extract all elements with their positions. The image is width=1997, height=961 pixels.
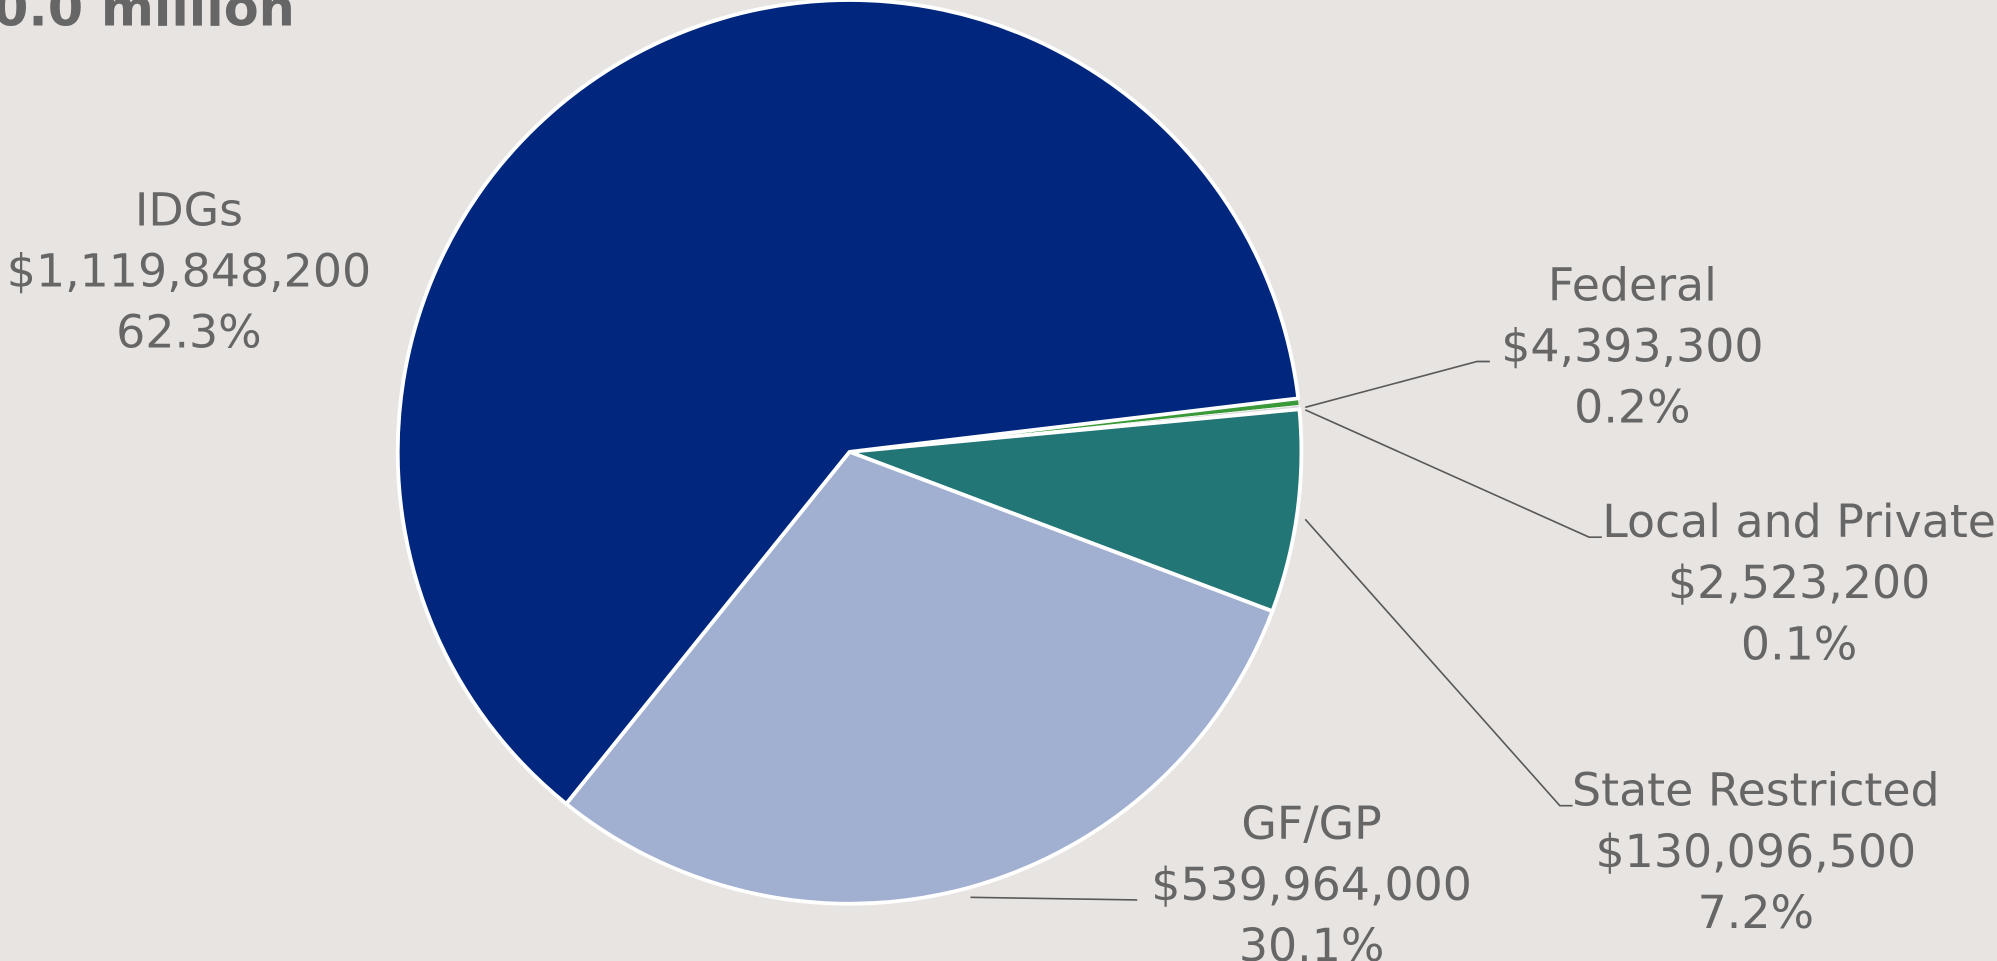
pie-slice [564, 449, 1275, 906]
slice-percent-label: 0.2% [1574, 380, 1690, 434]
slice-value-label: $130,096,500 [1596, 824, 1917, 878]
pie-slice [395, 0, 1301, 806]
slice-percent-label: 7.2% [1698, 885, 1814, 939]
chart-title: 0.0 million [0, 0, 295, 38]
leader-line [1304, 409, 1602, 538]
slice-value-label: $539,964,000 [1151, 857, 1472, 911]
slice-value-label: $2,523,200 [1668, 555, 1930, 609]
leader-line [1304, 518, 1573, 807]
slice-label: Local and Private [1602, 494, 1996, 548]
slice-value-label: $1,119,848,200 [7, 243, 371, 297]
leader-line [970, 896, 1138, 901]
pie-slice [847, 407, 1304, 614]
slice-label: GF/GP [1241, 796, 1381, 850]
slice-label: Federal [1548, 257, 1717, 311]
slice-label: State Restricted [1572, 763, 1940, 817]
slice-percent-label: 62.3% [116, 304, 262, 358]
slice-percent-label: 30.1% [1239, 918, 1385, 961]
slice-percent-label: 0.1% [1741, 616, 1857, 670]
slice-label: IDGs [135, 182, 243, 236]
leader-line [1305, 360, 1490, 409]
slice-value-label: $4,393,300 [1501, 318, 1763, 372]
